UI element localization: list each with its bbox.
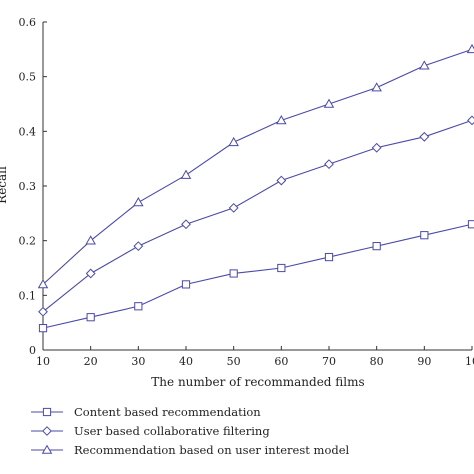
y-tick-label: 0 bbox=[29, 344, 36, 357]
data-point-square bbox=[372, 242, 381, 251]
data-point-square bbox=[420, 231, 429, 240]
legend-item: User based collaborative filtering bbox=[31, 424, 270, 438]
data-point-square bbox=[277, 263, 286, 273]
series-line bbox=[42, 48, 473, 285]
data-point-diamond bbox=[38, 306, 48, 317]
legend: Content based recommendation User based c… bbox=[31, 405, 350, 457]
data-point-triangle bbox=[37, 278, 49, 289]
data-point-triangle bbox=[419, 60, 430, 70]
data-point-diamond bbox=[371, 142, 382, 153]
data-point-triangle bbox=[228, 136, 239, 147]
data-point-diamond bbox=[467, 115, 474, 126]
legend-marker-diamond bbox=[42, 426, 52, 436]
legend-label: Recommendation based on user interest mo… bbox=[74, 443, 350, 457]
x-axis-title: The number of recommanded films bbox=[151, 375, 364, 389]
series-layer bbox=[37, 43, 474, 333]
y-axis-title-group: Recall bbox=[0, 166, 9, 204]
y-tick-label: 0.3 bbox=[19, 180, 37, 193]
data-point-diamond bbox=[133, 241, 144, 252]
y-tick-label: 0.4 bbox=[19, 125, 37, 138]
x-tick-label: 30 bbox=[131, 355, 145, 368]
data-point-diamond bbox=[276, 175, 287, 186]
x-tick-label: 60 bbox=[274, 355, 288, 368]
y-tick-label: 0.2 bbox=[19, 235, 37, 248]
series-line bbox=[42, 223, 473, 329]
data-point-diamond bbox=[228, 202, 239, 213]
series-2 bbox=[38, 115, 474, 317]
x-tick-label: 90 bbox=[417, 355, 431, 368]
x-tick-label: 10 bbox=[465, 355, 474, 368]
x-tick-label: 40 bbox=[179, 355, 193, 368]
data-point-triangle bbox=[323, 98, 335, 108]
data-point-triangle bbox=[276, 114, 287, 125]
data-point-diamond bbox=[419, 131, 430, 142]
legend-label: User based collaborative filtering bbox=[74, 424, 270, 438]
chart-axes: 0 0.1 0.2 0.3 0.4 0.5 0.6 10 20 30 40 50 60 70 80 90 10 bbox=[19, 16, 474, 368]
legend-label: Content based recommendation bbox=[74, 405, 261, 419]
y-tick-label: 0.6 bbox=[19, 16, 37, 29]
data-point-triangle bbox=[371, 82, 382, 92]
y-tick-label: 0.1 bbox=[19, 289, 37, 302]
data-point-triangle bbox=[466, 43, 474, 54]
y-axis-title: Recall bbox=[0, 166, 9, 204]
data-point-square bbox=[181, 280, 191, 289]
data-point-square bbox=[467, 220, 474, 229]
legend-marker-square bbox=[42, 407, 52, 417]
legend-item: Recommendation based on user interest mo… bbox=[31, 443, 350, 457]
data-point-square bbox=[229, 269, 238, 278]
x-tick-label: 70 bbox=[322, 355, 336, 368]
legend-item: Content based recommendation bbox=[31, 405, 261, 419]
data-point-triangle bbox=[133, 196, 144, 207]
data-point-square bbox=[86, 313, 95, 322]
x-tick-label: 20 bbox=[84, 355, 98, 368]
data-point-triangle bbox=[85, 235, 96, 245]
legend-marker-triangle bbox=[41, 444, 53, 454]
data-point-square bbox=[134, 302, 143, 311]
data-point-square bbox=[324, 252, 334, 262]
x-tick-label: 50 bbox=[227, 355, 241, 368]
series-1 bbox=[38, 220, 474, 333]
data-point-diamond bbox=[85, 268, 96, 279]
x-tick-label: 80 bbox=[370, 355, 384, 368]
series-line bbox=[42, 119, 473, 313]
x-tick-label: 10 bbox=[36, 355, 50, 368]
data-point-triangle bbox=[180, 169, 192, 179]
data-point-diamond bbox=[181, 219, 191, 230]
data-point-diamond bbox=[324, 159, 334, 170]
series-3 bbox=[37, 43, 474, 289]
y-tick-label: 0.5 bbox=[19, 71, 37, 84]
data-point-square bbox=[38, 324, 48, 333]
